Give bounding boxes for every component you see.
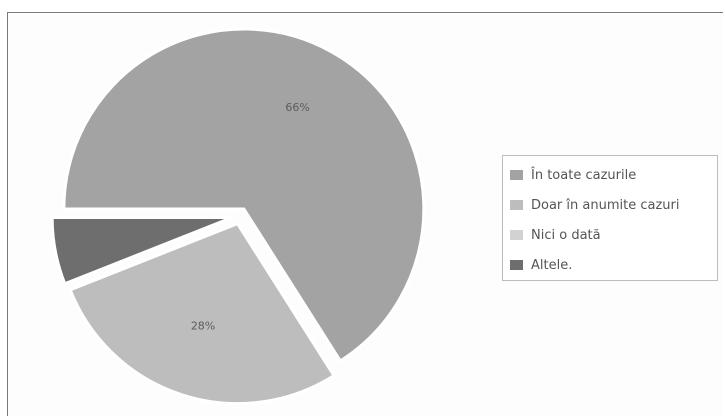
pie-slice-altele — [50, 215, 233, 286]
pie-slice-in-toate-cazurile — [62, 27, 426, 364]
pie-slice-doar-in-anumite-cazuri — [68, 221, 337, 406]
legend-item-altele: Altele. — [510, 250, 717, 280]
legend-swatch-nici-o-data — [510, 230, 523, 240]
legend-item-doar-in-anumite-cazuri: Doar în anumite cazuri — [510, 190, 717, 220]
slice-label-doar-in-anumite-cazuri: 28% — [191, 320, 215, 333]
legend-swatch-doar-in-anumite-cazuri — [510, 200, 523, 210]
legend-swatch-in-toate-cazurile — [510, 170, 523, 180]
chart-legend: În toate cazurile Doar în anumite cazuri… — [502, 155, 718, 281]
legend-label-altele: Altele. — [531, 257, 573, 273]
slice-label-in-toate-cazurile: 66% — [285, 101, 309, 114]
legend-label-in-toate-cazurile: În toate cazurile — [531, 167, 637, 183]
legend-swatch-altele — [510, 260, 523, 270]
legend-item-nici-o-data: Nici o dată — [510, 220, 717, 250]
legend-label-nici-o-data: Nici o dată — [531, 227, 601, 243]
legend-item-in-toate-cazurile: În toate cazurile — [510, 160, 717, 190]
legend-label-doar-in-anumite-cazuri: Doar în anumite cazuri — [531, 197, 680, 213]
